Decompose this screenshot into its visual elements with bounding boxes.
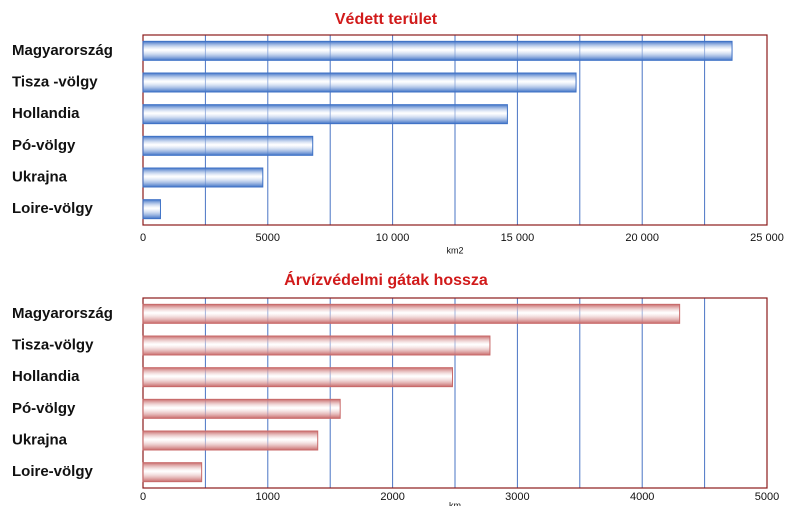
category-label: Ukrajna xyxy=(12,168,68,185)
x-axis-label: km xyxy=(449,500,461,506)
bar xyxy=(142,367,454,388)
x-tick-label: 0 xyxy=(140,232,146,244)
category-label: Ukrajna xyxy=(12,431,68,448)
category-label: Pó-völgy xyxy=(12,400,76,417)
category-label: Hollandia xyxy=(12,368,80,385)
x-axis-label: km2 xyxy=(446,245,463,255)
category-label: Pó-völgy xyxy=(12,137,76,154)
bar xyxy=(142,335,491,356)
x-tick-label: 15 000 xyxy=(501,232,535,244)
bar xyxy=(142,199,161,220)
category-label: Tisza-völgy xyxy=(12,336,94,353)
bar xyxy=(142,167,264,188)
plot-border xyxy=(142,34,768,226)
bar xyxy=(142,430,319,451)
x-tick-label: 10 000 xyxy=(376,232,410,244)
x-tick-label: 25 000 xyxy=(750,232,784,244)
x-tick-label: 20 000 xyxy=(625,232,659,244)
bar xyxy=(142,462,203,483)
x-tick-label: 2000 xyxy=(380,491,404,503)
chart-title: Védett terület xyxy=(335,11,438,28)
x-tick-label: 5000 xyxy=(755,491,779,503)
bar xyxy=(142,303,681,324)
category-label: Tisza -völgy xyxy=(12,73,98,90)
category-label: Loire-völgy xyxy=(12,200,94,217)
bar xyxy=(142,398,341,419)
plot-border xyxy=(142,297,768,489)
category-label: Hollandia xyxy=(12,105,80,122)
bar xyxy=(142,104,508,125)
category-label: Magyarország xyxy=(12,305,113,322)
bar xyxy=(142,135,314,156)
x-tick-label: 3000 xyxy=(505,491,529,503)
x-tick-label: 0 xyxy=(140,491,146,503)
x-tick-label: 5000 xyxy=(256,232,280,244)
bar xyxy=(142,40,733,61)
chart-title: Árvízvédelmi gátak hossza xyxy=(284,270,488,289)
category-label: Magyarország xyxy=(12,42,113,59)
category-label: Loire-völgy xyxy=(12,463,94,480)
bar xyxy=(142,72,577,93)
x-tick-label: 1000 xyxy=(256,491,280,503)
x-tick-label: 4000 xyxy=(630,491,654,503)
